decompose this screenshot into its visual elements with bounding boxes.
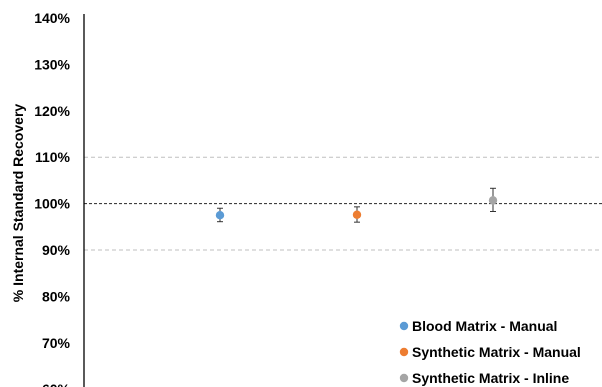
data-point-group <box>488 187 498 212</box>
data-point <box>215 211 225 220</box>
y-tick-label: 90% <box>42 242 71 258</box>
y-tick-label: 70% <box>42 335 71 351</box>
data-point-group <box>215 207 225 223</box>
legend-label: Blood Matrix - Manual <box>412 318 557 334</box>
y-tick-label: 140% <box>34 10 70 26</box>
data-points <box>215 187 498 223</box>
y-tick-labels: 60% 70% 80% 90% 100% 110% 120% 130% 140% <box>34 10 70 387</box>
legend-marker <box>399 347 409 357</box>
data-point <box>352 210 362 219</box>
legend-label: Synthetic Matrix - Inline <box>412 370 569 386</box>
y-tick-label: 80% <box>42 288 71 304</box>
y-tick-label: 60% <box>42 381 71 387</box>
legend-label: Synthetic Matrix - Manual <box>412 344 581 360</box>
y-tick-label: 100% <box>34 196 70 212</box>
legend-marker <box>399 373 409 383</box>
data-point-group <box>352 206 362 223</box>
legend-marker <box>399 321 409 331</box>
y-axis-label: % Internal Standard Recovery <box>10 104 26 303</box>
reference-lines <box>84 156 602 251</box>
y-tick-label: 130% <box>34 56 70 72</box>
legend: Blood Matrix - Manual Synthetic Matrix - … <box>399 318 581 386</box>
y-tick-label: 110% <box>35 149 71 165</box>
data-point <box>488 196 498 205</box>
y-tick-label: 120% <box>34 103 70 119</box>
